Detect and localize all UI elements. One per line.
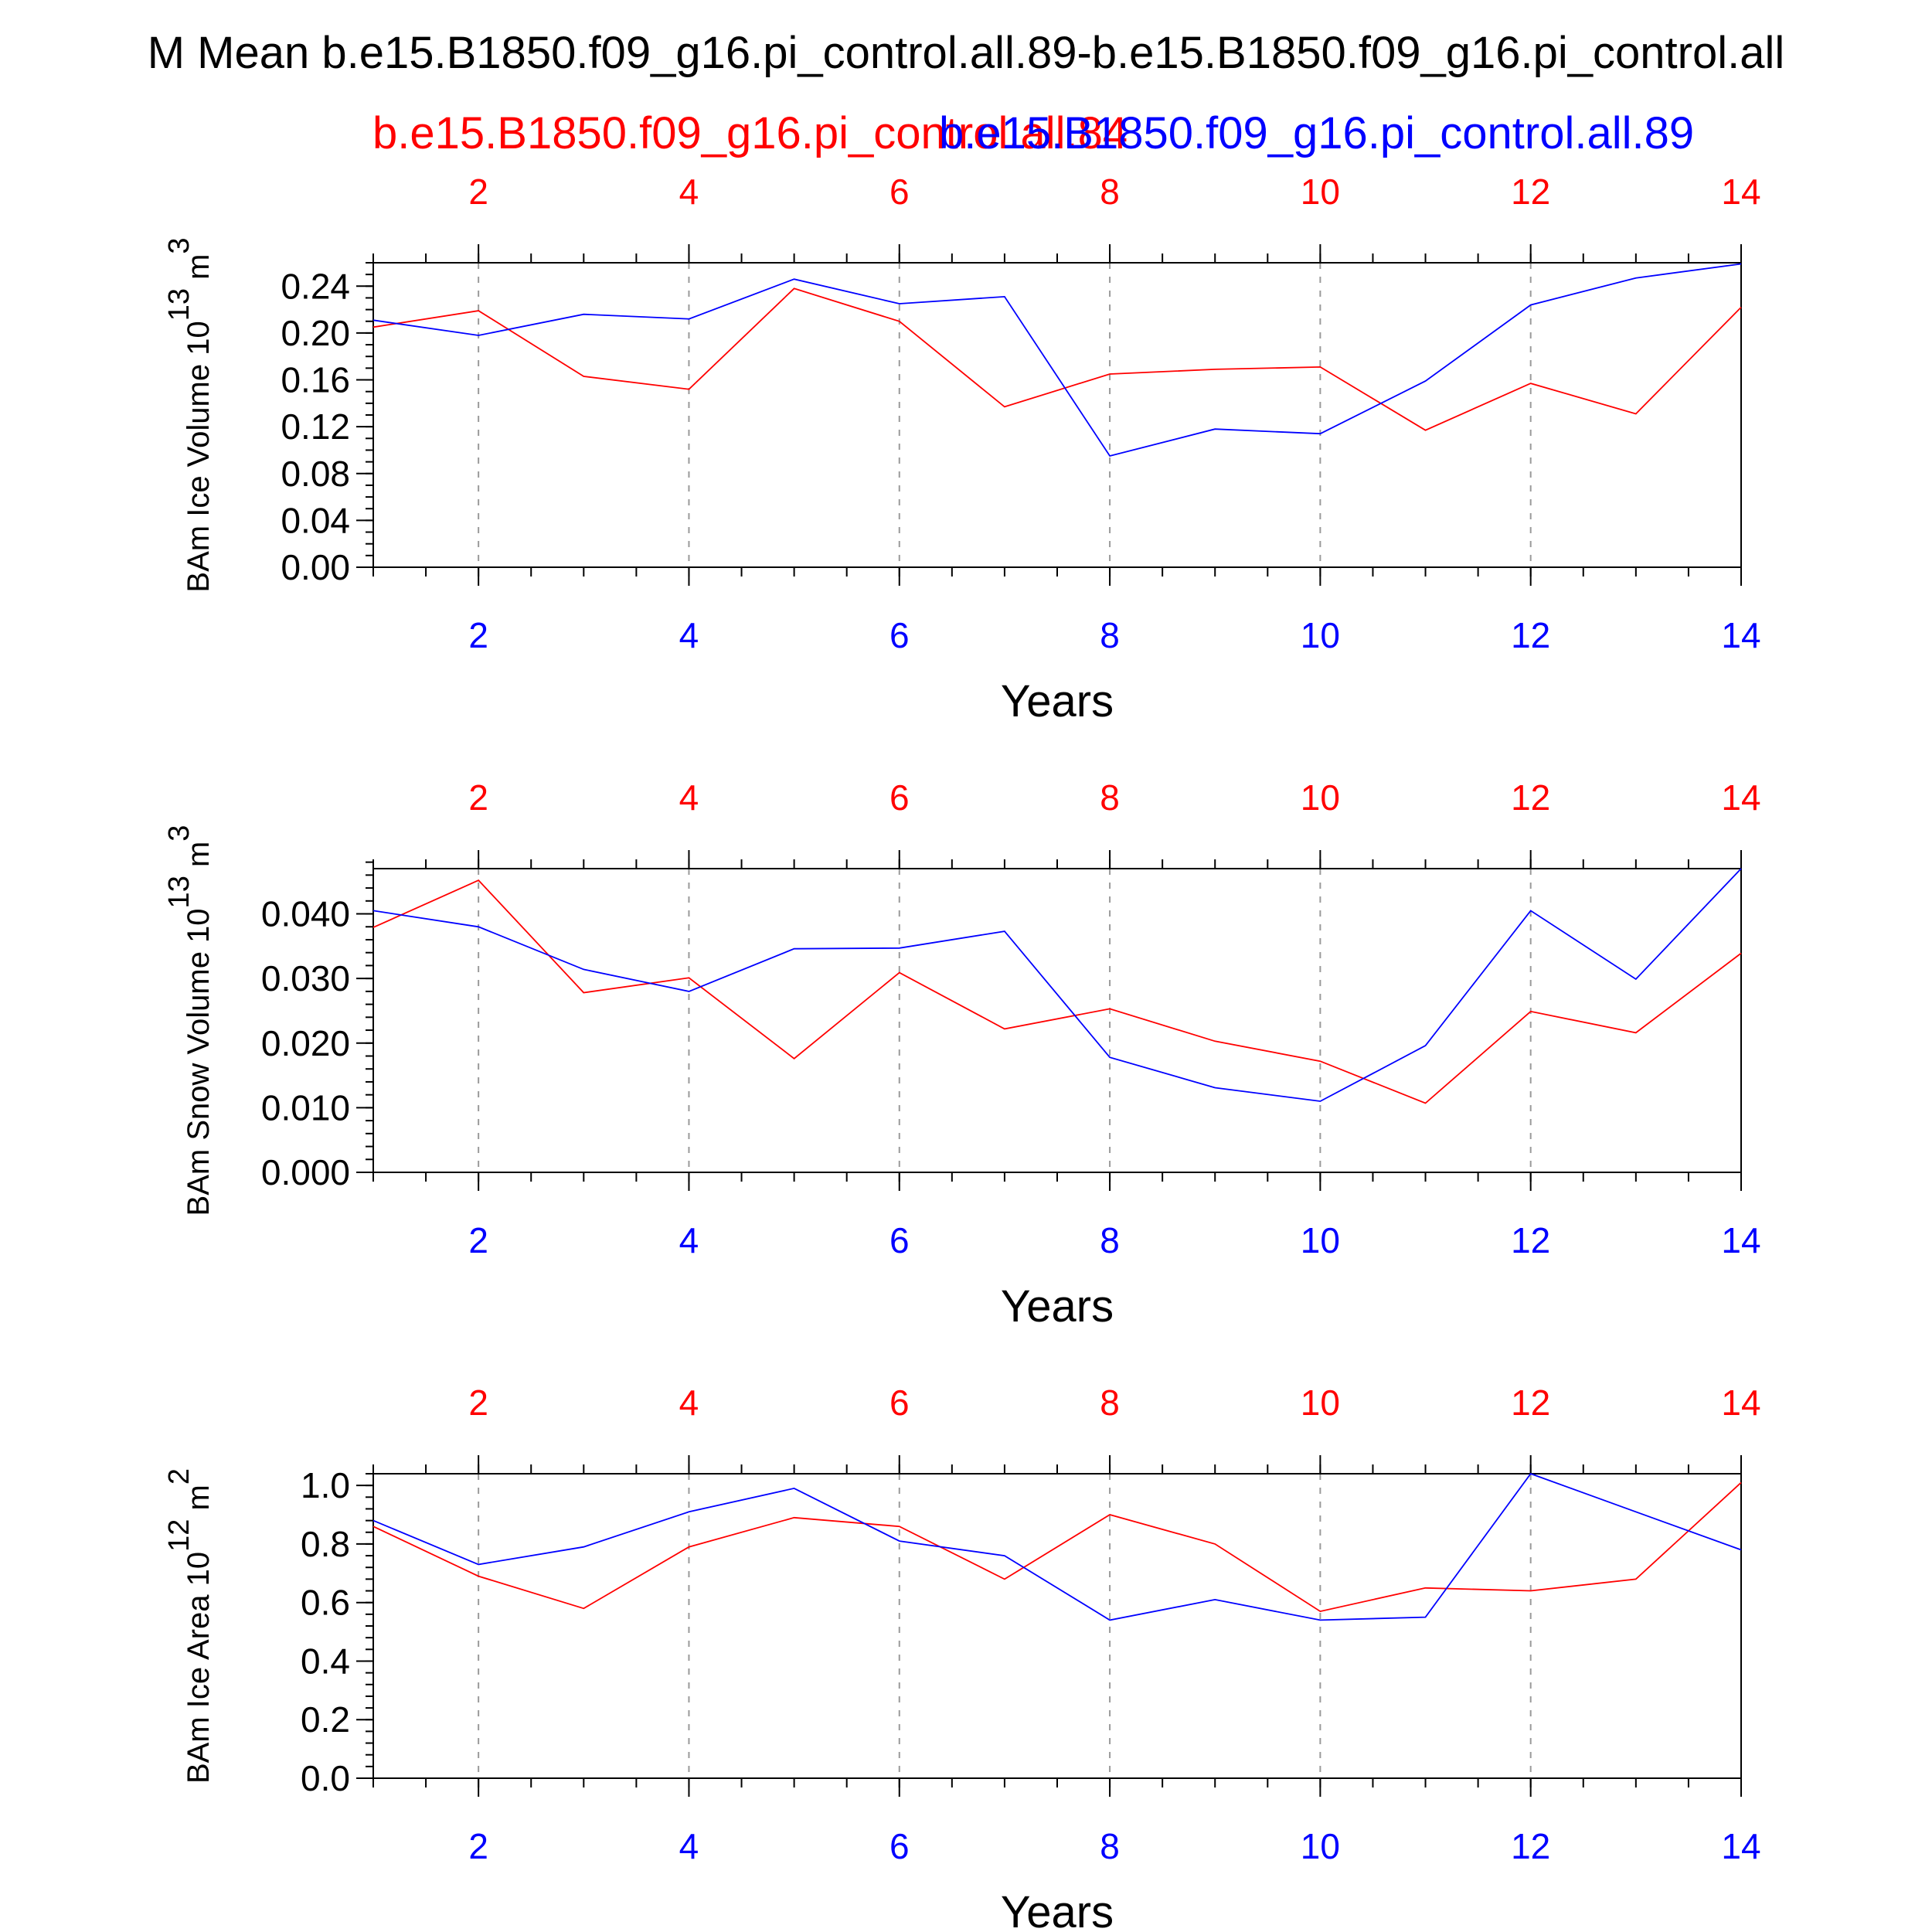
x-tick-label-top: 10 <box>1301 777 1340 818</box>
x-tick-label-top: 2 <box>468 777 488 818</box>
x-tick-label-bottom: 14 <box>1721 1826 1760 1866</box>
x-tick-label-top: 8 <box>1100 1383 1120 1423</box>
series-line-blue <box>372 1472 1742 1621</box>
series-line-blue <box>372 263 1742 457</box>
x-tick-label-bottom: 6 <box>889 615 910 655</box>
x-tick-label-top: 10 <box>1301 1383 1340 1423</box>
x-axis-label: Years <box>1001 676 1114 726</box>
y-tick-label: 0.000 <box>261 1152 350 1192</box>
y-tick-label: 0.8 <box>301 1524 350 1564</box>
y-axis-label-superscript: 3 <box>163 825 196 842</box>
x-tick-label-top: 4 <box>679 777 699 818</box>
x-axis-label: Years <box>1001 1281 1114 1332</box>
x-tick-label-top: 10 <box>1301 172 1340 212</box>
chart-panel-1: 2 2 4 4 6 6 8 8 10 10 12 12 14 14 0.00 0.04 0.08 0.12 0.16… <box>163 172 1761 726</box>
legend-red: b.e15.B1850.f09_g16.pi_control.all.84 <box>372 108 1128 158</box>
y-axis-label-superscript: 3 <box>163 237 196 253</box>
y-tick-label: 1.0 <box>301 1465 350 1505</box>
x-tick-label-bottom: 8 <box>1100 1826 1120 1866</box>
x-tick-label-bottom: 8 <box>1100 615 1120 655</box>
y-axis-label: BAm Snow Volume 1013 m3 <box>163 825 216 1216</box>
x-tick-label-bottom: 12 <box>1511 615 1550 655</box>
y-tick-label: 0.12 <box>281 406 350 447</box>
x-tick-label-top: 2 <box>468 1383 488 1423</box>
x-tick-label-bottom: 4 <box>679 1220 699 1260</box>
y-axis-label-superscript: 13 <box>163 288 196 321</box>
x-tick-label-bottom: 2 <box>468 1220 488 1260</box>
x-tick-label-top: 12 <box>1511 172 1550 212</box>
x-tick-label-bottom: 12 <box>1511 1826 1550 1866</box>
x-tick-label-bottom: 4 <box>679 1826 699 1866</box>
x-tick-label-top: 8 <box>1100 777 1120 818</box>
chart-panel-3: 2 2 4 4 6 6 8 8 10 10 12 12 14 14 0.0 0.2 0.4 0.6 0.8 1.0 Ye… <box>163 1383 1761 1932</box>
y-axis-label-superscript: 12 <box>163 1519 196 1552</box>
y-tick-label: 0.6 <box>301 1583 350 1623</box>
y-axis-label-text: BAm Ice Area 10 <box>182 1552 216 1784</box>
y-tick-label: 0.16 <box>281 360 350 400</box>
x-tick-label-top: 4 <box>679 172 699 212</box>
y-axis-label-text: m <box>182 1485 216 1519</box>
x-tick-label-top: 14 <box>1721 777 1760 818</box>
chart-panels: 224466881010121214140.000.040.080.120.16… <box>163 172 1761 1932</box>
figure-title: M Mean b.e15.B1850.f09_g16.pi_control.al… <box>148 28 1785 78</box>
y-tick-label: 0.04 <box>281 500 350 540</box>
x-tick-label-top: 12 <box>1511 777 1550 818</box>
y-tick-label: 0.00 <box>281 547 350 587</box>
y-axis-label-text: BAm Ice Volume 10 <box>182 321 216 592</box>
x-tick-label-bottom: 10 <box>1301 1220 1340 1260</box>
y-tick-label: 0.08 <box>281 454 350 494</box>
x-tick-label-bottom: 6 <box>889 1220 910 1260</box>
series-line-red <box>372 879 1742 1104</box>
plot-frame <box>372 1473 1742 1779</box>
x-tick-label-top: 6 <box>889 172 910 212</box>
legend-blue: b.e15.B1850.f09_g16.pi_control.all.89 <box>939 108 1694 158</box>
y-tick-label: 0.4 <box>301 1641 350 1681</box>
y-tick-label: 0.20 <box>281 313 350 353</box>
y-tick-label: 0.0 <box>301 1758 350 1798</box>
x-tick-label-bottom: 4 <box>679 615 699 655</box>
y-tick-label: 0.010 <box>261 1087 350 1128</box>
x-tick-label-top: 14 <box>1721 172 1760 212</box>
y-axis-label-superscript: 2 <box>163 1468 196 1485</box>
y-tick-label: 0.040 <box>261 894 350 934</box>
x-tick-label-bottom: 10 <box>1301 615 1340 655</box>
x-tick-label-bottom: 2 <box>468 1826 488 1866</box>
x-tick-label-bottom: 2 <box>468 615 488 655</box>
y-tick-label: 0.2 <box>301 1699 350 1740</box>
x-tick-label-bottom: 6 <box>889 1826 910 1866</box>
x-tick-label-top: 8 <box>1100 172 1120 212</box>
y-tick-label: 0.030 <box>261 958 350 998</box>
x-tick-label-top: 2 <box>468 172 488 212</box>
plot-frame <box>372 262 1742 568</box>
chart-panel-2: 2 2 4 4 6 6 8 8 10 10 12 12 14 14 0.000 0.010 0.020 0.030… <box>163 777 1761 1332</box>
y-axis-label: BAm Ice Volume 1013 m3 <box>163 237 216 592</box>
x-tick-label-bottom: 14 <box>1721 1220 1760 1260</box>
x-tick-label-top: 6 <box>889 777 910 818</box>
x-tick-label-top: 4 <box>679 1383 699 1423</box>
x-axis-label: Years <box>1001 1887 1114 1932</box>
x-tick-label-top: 12 <box>1511 1383 1550 1423</box>
y-tick-label: 0.020 <box>261 1023 350 1063</box>
y-axis-label-text: BAm Snow Volume 10 <box>182 908 216 1216</box>
x-tick-label-top: 14 <box>1721 1383 1760 1423</box>
x-tick-label-bottom: 12 <box>1511 1220 1550 1260</box>
series-line-red <box>372 287 1742 431</box>
y-tick-label: 0.24 <box>281 266 350 306</box>
series-line-blue <box>372 868 1742 1102</box>
x-tick-label-bottom: 8 <box>1100 1220 1120 1260</box>
x-tick-label-bottom: 10 <box>1301 1826 1340 1866</box>
y-axis-label: BAm Ice Area 1012 m2 <box>163 1468 216 1784</box>
y-axis-label-superscript: 13 <box>163 876 196 908</box>
x-tick-label-bottom: 14 <box>1721 615 1760 655</box>
series-line-red <box>372 1481 1742 1613</box>
x-tick-label-top: 6 <box>889 1383 910 1423</box>
y-axis-label-text: m <box>182 254 216 288</box>
y-axis-label-text: m <box>182 842 216 876</box>
